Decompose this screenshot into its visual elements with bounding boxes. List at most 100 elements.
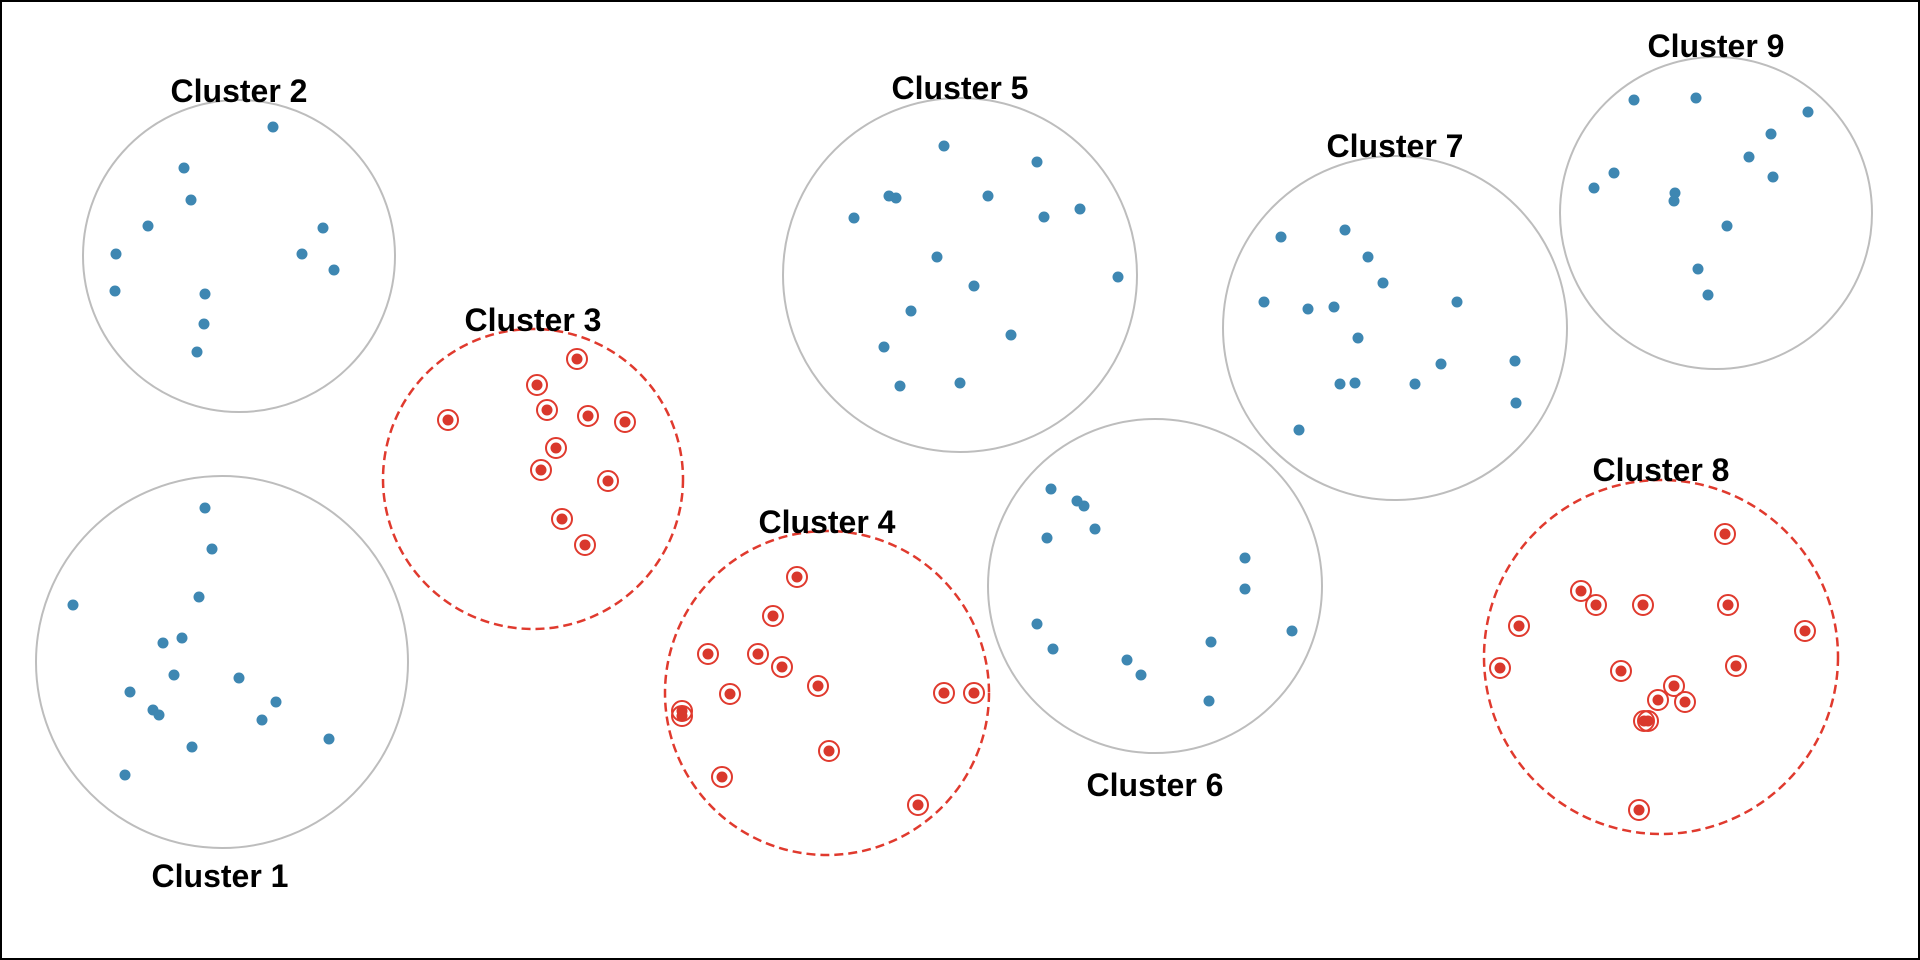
sampled-data-point <box>969 688 980 699</box>
cluster-5-label: Cluster 5 <box>892 70 1029 106</box>
cluster-2-label: Cluster 2 <box>171 73 308 109</box>
sampled-data-point <box>939 688 950 699</box>
cluster-3-label: Cluster 3 <box>465 302 602 338</box>
sampled-data-point <box>1591 600 1602 611</box>
sampled-data-point <box>1800 626 1811 637</box>
data-point <box>1204 696 1215 707</box>
sampled-data-point <box>542 405 553 416</box>
data-point <box>1340 225 1351 236</box>
data-point <box>1766 129 1777 140</box>
cluster-4-label: Cluster 4 <box>759 504 896 540</box>
sampled-data-point <box>777 662 788 673</box>
sampled-data-point <box>1653 695 1664 706</box>
data-point <box>1329 302 1340 313</box>
data-point <box>1609 168 1620 179</box>
sampled-data-point <box>536 465 547 476</box>
cluster-1-label: Cluster 1 <box>152 858 289 894</box>
data-point <box>179 163 190 174</box>
sampled-data-point <box>1495 663 1506 674</box>
sampled-data-point <box>913 800 924 811</box>
data-point <box>187 742 198 753</box>
data-point <box>268 122 279 133</box>
data-point <box>1335 379 1346 390</box>
data-point <box>906 306 917 317</box>
data-point <box>1303 304 1314 315</box>
data-point <box>1240 553 1251 564</box>
sampled-data-point <box>1634 805 1645 816</box>
data-point <box>1803 107 1814 118</box>
data-point <box>1048 644 1059 655</box>
data-point <box>1079 501 1090 512</box>
data-point <box>199 319 210 330</box>
data-point <box>1046 484 1057 495</box>
data-point <box>324 734 335 745</box>
data-point <box>955 378 966 389</box>
data-point <box>1032 619 1043 630</box>
data-point <box>1206 637 1217 648</box>
data-point <box>154 710 165 721</box>
data-point <box>891 193 902 204</box>
sampled-data-point <box>1514 621 1525 632</box>
sampled-data-point <box>572 354 583 365</box>
sampled-data-point <box>603 476 614 487</box>
data-point <box>1353 333 1364 344</box>
cluster-8-label: Cluster 8 <box>1593 452 1730 488</box>
sampled-data-point <box>1669 681 1680 692</box>
data-point <box>1452 297 1463 308</box>
data-point <box>895 381 906 392</box>
data-point <box>318 223 329 234</box>
sampled-data-point <box>583 411 594 422</box>
data-point <box>969 281 980 292</box>
data-point <box>1090 524 1101 535</box>
data-point <box>1669 196 1680 207</box>
data-point <box>932 252 943 263</box>
data-point <box>1703 290 1714 301</box>
data-point <box>1113 272 1124 283</box>
sampled-data-point <box>717 772 728 783</box>
sampled-data-point <box>725 689 736 700</box>
data-point <box>200 503 211 514</box>
data-point <box>1294 425 1305 436</box>
data-point <box>1691 93 1702 104</box>
sampled-data-point <box>1643 716 1654 727</box>
sampled-data-point <box>1616 666 1627 677</box>
data-point <box>1032 157 1043 168</box>
data-point <box>939 141 950 152</box>
data-point <box>111 249 122 260</box>
data-point <box>271 697 282 708</box>
data-point <box>879 342 890 353</box>
data-point <box>297 249 308 260</box>
sampled-data-point <box>580 540 591 551</box>
sampled-data-point <box>1576 586 1587 597</box>
data-point <box>1363 252 1374 263</box>
sampled-data-point <box>792 572 803 583</box>
data-point <box>120 770 131 781</box>
sampled-data-point <box>1723 600 1734 611</box>
sampled-data-point <box>443 415 454 426</box>
data-point <box>849 213 860 224</box>
data-point <box>207 544 218 555</box>
data-point <box>1136 670 1147 681</box>
sampled-data-point <box>768 611 779 622</box>
data-point <box>1510 356 1521 367</box>
data-point <box>1075 204 1086 215</box>
data-point <box>177 633 188 644</box>
data-point <box>158 638 169 649</box>
sampled-data-point <box>557 514 568 525</box>
data-point <box>257 715 268 726</box>
data-point <box>1436 359 1447 370</box>
sampled-data-point <box>703 649 714 660</box>
data-point <box>143 221 154 232</box>
data-point <box>1276 232 1287 243</box>
data-point <box>1511 398 1522 409</box>
data-point <box>1350 378 1361 389</box>
data-point <box>234 673 245 684</box>
data-point <box>125 687 136 698</box>
data-point <box>1768 172 1779 183</box>
cluster-6-label: Cluster 6 <box>1087 767 1224 803</box>
data-point <box>194 592 205 603</box>
data-point <box>329 265 340 276</box>
data-point <box>1410 379 1421 390</box>
data-point <box>1039 212 1050 223</box>
cluster-9-label: Cluster 9 <box>1648 28 1785 64</box>
